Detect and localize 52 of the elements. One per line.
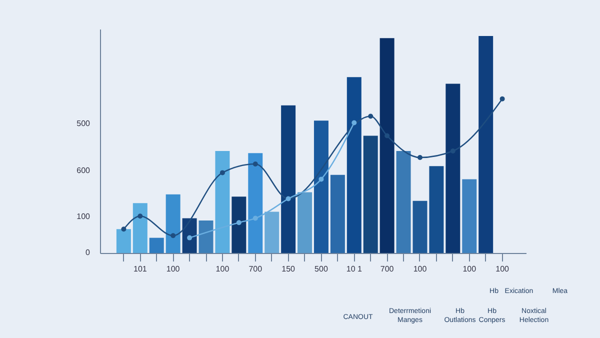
bar <box>116 229 131 253</box>
bar <box>132 203 148 253</box>
bar <box>396 150 411 253</box>
bar <box>363 136 378 253</box>
x-tick-label: 101 <box>133 264 148 274</box>
bar <box>198 220 214 253</box>
x-tick-label: 100 <box>413 264 428 274</box>
x-tick-label: 100 <box>462 264 477 274</box>
text: 100 <box>76 212 91 221</box>
point <box>417 155 422 160</box>
point <box>384 133 390 138</box>
x-tick-label: 500 <box>314 264 328 274</box>
bar <box>330 174 345 253</box>
point <box>187 235 192 240</box>
bar <box>215 150 230 253</box>
point <box>170 233 176 238</box>
bar <box>346 77 362 253</box>
point <box>236 220 242 226</box>
bar <box>412 200 428 253</box>
point <box>318 176 324 182</box>
x-tick-label: 100 <box>496 264 510 274</box>
text: 500 <box>76 119 91 128</box>
x-tick-label: 700 <box>248 264 263 274</box>
bar <box>298 192 312 253</box>
point <box>500 96 505 102</box>
bar <box>166 194 180 253</box>
x-tick-label: 100 <box>216 264 230 274</box>
bar <box>462 179 477 253</box>
point <box>220 170 225 176</box>
bar <box>446 84 460 253</box>
bar <box>182 218 197 253</box>
bar <box>478 36 494 253</box>
bar <box>380 38 394 253</box>
point <box>368 114 374 119</box>
point <box>450 148 456 154</box>
bar <box>248 153 263 253</box>
text: 0 <box>86 248 91 257</box>
point <box>121 226 126 232</box>
bar <box>232 196 246 253</box>
x-tick-label: 10 1 <box>346 264 362 274</box>
bar <box>314 120 328 253</box>
point <box>252 162 258 166</box>
bar <box>281 105 296 253</box>
point <box>352 120 357 126</box>
bar <box>149 238 164 253</box>
x-tick-label: 100 <box>166 264 180 274</box>
text: 600 <box>76 166 91 175</box>
bar <box>429 166 444 253</box>
x-tick-label: 700 <box>380 264 394 274</box>
x-tick-label: 150 <box>282 264 296 274</box>
point <box>252 216 258 221</box>
point <box>138 214 143 219</box>
